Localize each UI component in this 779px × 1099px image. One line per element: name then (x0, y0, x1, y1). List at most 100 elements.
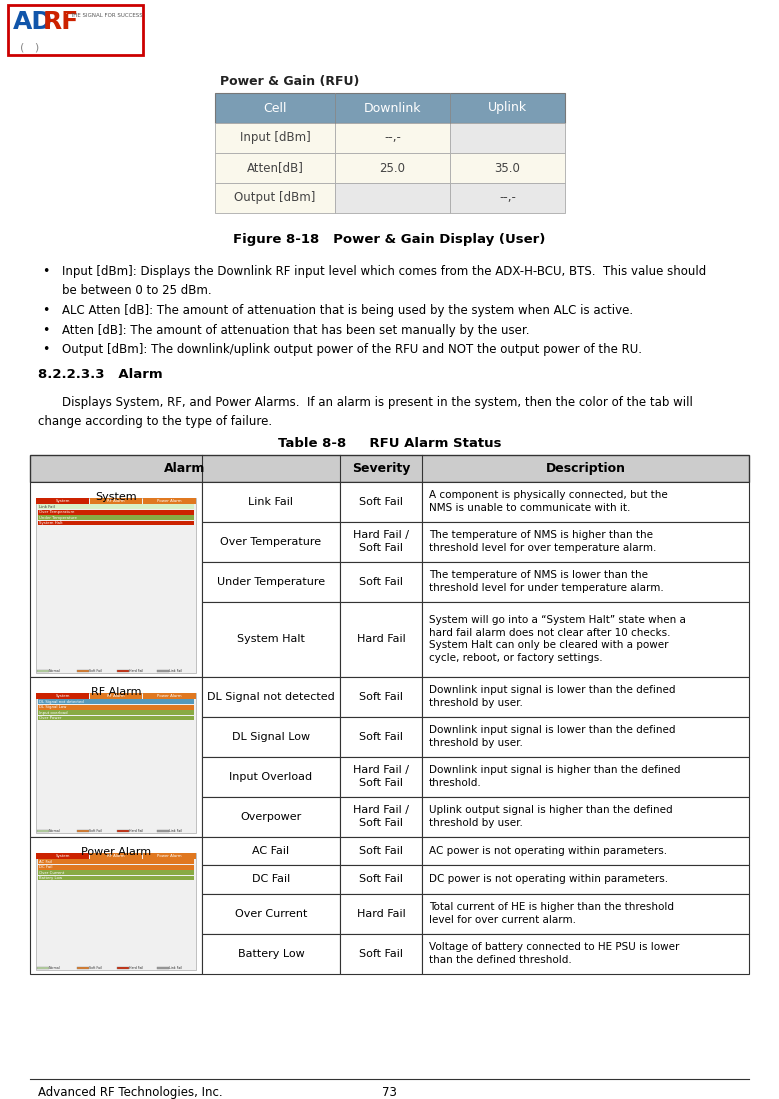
Text: Power Alarm: Power Alarm (157, 854, 182, 858)
Text: Uplink: Uplink (488, 101, 527, 114)
Text: AC Fail: AC Fail (252, 846, 290, 856)
Text: Hard Fail /
Soft Fail: Hard Fail / Soft Fail (353, 765, 409, 788)
Text: Soft Fail: Soft Fail (359, 497, 403, 507)
Text: Description: Description (545, 462, 626, 475)
Bar (202, 717, 340, 756)
Bar (215, 93, 565, 123)
Text: Normal: Normal (49, 668, 61, 673)
Text: Normal: Normal (49, 829, 61, 833)
Bar (202, 933, 340, 974)
Bar (30, 677, 202, 836)
Bar (202, 893, 340, 933)
Text: Soft Fail: Soft Fail (359, 691, 403, 701)
Bar (157, 669, 168, 671)
Text: change according to the type of failure.: change according to the type of failure. (38, 414, 272, 428)
Text: --,-: --,- (499, 191, 516, 204)
Bar (37, 966, 48, 968)
Text: •: • (42, 343, 49, 356)
Bar (36, 692, 196, 833)
Text: DC Fail: DC Fail (39, 865, 52, 869)
Text: Battery Low: Battery Low (39, 876, 62, 880)
Text: Alarm: Alarm (164, 462, 206, 475)
Text: RF Alarm: RF Alarm (108, 695, 125, 698)
Bar (37, 498, 89, 503)
Text: System Halt: System Halt (39, 521, 62, 525)
Bar (202, 797, 340, 836)
Bar (37, 830, 48, 832)
Text: Voltage of battery connected to HE PSU is lower
than the defined threshold.: Voltage of battery connected to HE PSU i… (429, 942, 679, 965)
Text: Table 8-8     RFU Alarm Status: Table 8-8 RFU Alarm Status (278, 436, 501, 449)
Text: Soft Fail: Soft Fail (359, 577, 403, 587)
Bar (340, 717, 422, 756)
Text: --,-: --,- (384, 132, 401, 144)
Bar (422, 893, 749, 933)
Text: Link Fail: Link Fail (169, 668, 182, 673)
Bar (202, 522, 340, 562)
Text: Under Temperature: Under Temperature (39, 515, 77, 520)
Bar (202, 481, 340, 522)
Bar (76, 669, 89, 671)
Bar (202, 756, 340, 797)
Text: Downlink input signal is lower than the defined
threshold by user.: Downlink input signal is lower than the … (429, 686, 675, 708)
Text: Uplink output signal is higher than the defined
threshold by user.: Uplink output signal is higher than the … (429, 806, 672, 828)
Text: Hard Fail: Hard Fail (357, 634, 405, 644)
Bar (36, 498, 196, 673)
Bar (422, 836, 749, 865)
Text: System: System (55, 695, 70, 698)
Bar (340, 562, 422, 601)
Bar (422, 756, 749, 797)
Text: Hard Fail: Hard Fail (129, 829, 143, 833)
Bar (340, 677, 422, 717)
Bar (157, 830, 168, 832)
Text: Soft Fail: Soft Fail (89, 829, 102, 833)
Text: •: • (42, 323, 49, 336)
Text: Link Fail: Link Fail (169, 829, 182, 833)
Text: RF Alarm: RF Alarm (108, 854, 125, 858)
Bar (38, 710, 194, 715)
Bar (30, 481, 202, 677)
Text: Overpower: Overpower (241, 811, 301, 821)
Bar (422, 481, 749, 522)
Text: Atten [dB]: The amount of attenuation that has been set manually by the user.: Atten [dB]: The amount of attenuation th… (62, 323, 530, 336)
Text: Input Overload: Input Overload (230, 771, 312, 781)
Text: RF: RF (43, 10, 79, 34)
Bar (38, 870, 194, 875)
Text: 35.0: 35.0 (495, 162, 520, 175)
Bar (117, 830, 129, 832)
Text: Over Temperature: Over Temperature (220, 536, 322, 546)
Bar (38, 699, 194, 704)
Text: Input [dBm]: Input [dBm] (240, 132, 310, 144)
Bar (422, 562, 749, 601)
Bar (202, 601, 340, 677)
Text: Hard Fail: Hard Fail (129, 668, 143, 673)
Bar (335, 184, 450, 213)
Text: Soft Fail: Soft Fail (89, 966, 102, 969)
Text: Advanced RF Technologies, Inc.: Advanced RF Technologies, Inc. (38, 1086, 223, 1099)
Text: Displays System, RF, and Power Alarms.  If an alarm is present in the system, th: Displays System, RF, and Power Alarms. I… (62, 396, 693, 409)
Text: Power Alarm: Power Alarm (157, 499, 182, 503)
Text: Output [dBm]: The downlink/uplink output power of the RFU and NOT the output pow: Output [dBm]: The downlink/uplink output… (62, 343, 642, 356)
Bar (37, 853, 89, 858)
Bar (202, 836, 340, 865)
Text: THE SIGNAL FOR SUCCESS: THE SIGNAL FOR SUCCESS (70, 13, 143, 18)
Bar (340, 522, 422, 562)
Bar (422, 677, 749, 717)
Text: Cell: Cell (263, 101, 287, 114)
Text: Normal: Normal (49, 966, 61, 969)
Text: 73: 73 (382, 1086, 397, 1099)
Bar (38, 704, 194, 710)
Text: ALC Atten [dB]: The amount of attenuation that is being used by the system when : ALC Atten [dB]: The amount of attenuatio… (62, 304, 633, 317)
Bar (30, 836, 202, 974)
Text: DL Signal Low: DL Signal Low (39, 706, 66, 709)
Bar (340, 756, 422, 797)
Text: Soft Fail: Soft Fail (89, 668, 102, 673)
Text: System: System (55, 854, 70, 858)
Text: 8.2.2.3.3   Alarm: 8.2.2.3.3 Alarm (38, 367, 163, 380)
Bar (422, 601, 749, 677)
Bar (215, 184, 335, 213)
Bar (450, 123, 565, 153)
Text: be between 0 to 25 dBm.: be between 0 to 25 dBm. (62, 285, 212, 298)
Bar (422, 717, 749, 756)
Text: System will go into a “System Halt” state when a
hard fail alarm does not clear : System will go into a “System Halt” stat… (429, 615, 686, 663)
Bar (90, 693, 143, 699)
